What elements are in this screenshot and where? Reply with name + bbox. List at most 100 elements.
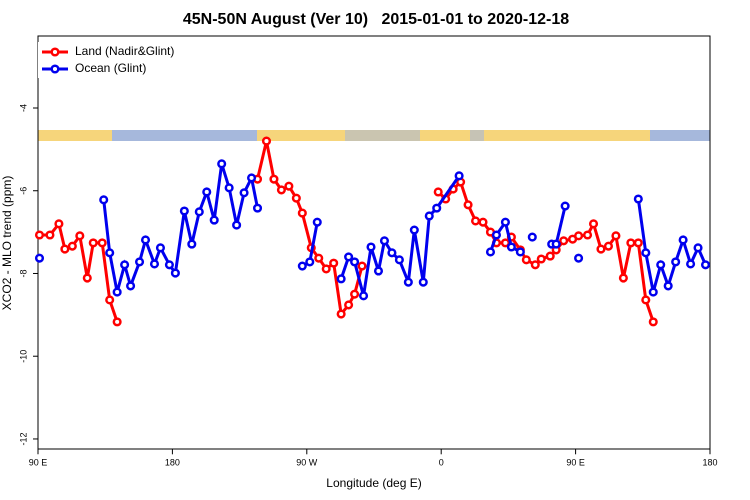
data-point xyxy=(284,181,294,191)
data-point xyxy=(34,230,45,240)
data-point xyxy=(603,241,614,251)
x-tick-label: 90 E xyxy=(29,458,48,468)
legend-label: Land (Nadir&Glint) xyxy=(75,44,174,58)
legend-marker xyxy=(50,64,60,74)
data-point xyxy=(582,230,593,240)
data-point xyxy=(500,238,510,248)
legend-marker xyxy=(50,47,60,57)
x-tick-label: 90 W xyxy=(296,458,318,468)
data-point xyxy=(500,217,510,227)
data-point xyxy=(312,217,322,227)
y-tick-label: -4 xyxy=(18,104,28,112)
data-point xyxy=(671,257,681,267)
data-point xyxy=(321,264,331,274)
data-point xyxy=(596,244,606,254)
data-point xyxy=(648,287,658,297)
data-point xyxy=(105,295,115,305)
y-tick-label: -10 xyxy=(18,350,28,363)
data-point xyxy=(246,173,257,183)
data-point xyxy=(663,281,673,291)
x-tick-label: 180 xyxy=(702,458,717,468)
legend-box xyxy=(38,42,188,78)
data-point xyxy=(559,236,569,246)
data-point xyxy=(418,277,428,287)
y-tick-label: -6 xyxy=(18,187,28,195)
data-point xyxy=(291,193,301,203)
data-point xyxy=(164,260,174,270)
data-point xyxy=(314,253,324,263)
x-tick-label: 180 xyxy=(165,458,180,468)
data-point xyxy=(155,243,166,253)
data-point xyxy=(126,281,136,291)
data-point xyxy=(530,260,540,270)
data-point xyxy=(463,200,473,210)
data-point xyxy=(269,174,279,184)
data-point xyxy=(34,253,45,263)
data-point xyxy=(470,216,481,226)
data-point xyxy=(387,248,397,258)
data-point xyxy=(433,187,443,197)
data-point xyxy=(700,260,711,270)
data-point xyxy=(261,136,272,146)
data-point xyxy=(394,255,404,265)
data-point xyxy=(97,238,107,248)
data-point xyxy=(521,255,531,265)
data-point xyxy=(358,291,369,301)
data-point xyxy=(329,258,339,268)
data-point xyxy=(633,194,643,204)
data-point xyxy=(239,188,249,198)
data-point xyxy=(54,219,64,229)
data-point xyxy=(611,231,621,241)
data-point xyxy=(656,260,666,270)
data-point xyxy=(686,259,696,269)
data-point xyxy=(648,317,658,327)
data-point xyxy=(574,231,584,241)
x-tick-label: 90 E xyxy=(566,458,585,468)
data-point xyxy=(112,287,122,297)
data-point xyxy=(209,215,219,225)
data-point xyxy=(536,254,546,264)
data-point xyxy=(232,220,242,230)
data-point xyxy=(574,253,584,263)
data-point xyxy=(344,300,354,310)
data-point xyxy=(403,277,413,287)
data-point xyxy=(194,207,204,217)
data-point xyxy=(641,248,651,258)
data-point xyxy=(179,206,189,216)
data-point xyxy=(82,273,92,283)
data-point xyxy=(373,266,384,276)
data-point xyxy=(626,238,636,248)
data-point xyxy=(105,248,115,258)
map-strip xyxy=(38,130,710,141)
data-point xyxy=(344,252,354,262)
y-tick-label: -12 xyxy=(18,432,28,445)
data-point xyxy=(506,242,516,252)
data-point xyxy=(202,187,212,197)
data-point xyxy=(336,309,346,319)
data-point xyxy=(297,208,307,218)
data-point xyxy=(357,261,367,271)
data-point xyxy=(551,239,561,249)
chart-title: 45N-50N August (Ver 10) 2015-01-01 to 20… xyxy=(183,11,569,28)
data-point xyxy=(424,211,434,221)
data-point xyxy=(515,247,525,257)
data-point xyxy=(140,235,151,245)
data-point xyxy=(305,257,315,267)
series-line xyxy=(39,140,655,323)
data-point xyxy=(170,268,180,278)
plot-frame xyxy=(37,35,711,450)
data-point xyxy=(297,261,307,271)
data-point xyxy=(454,171,464,181)
data-point xyxy=(366,242,376,252)
x-tick-label: 0 xyxy=(439,458,444,468)
x-axis-label: Longitude (deg E) xyxy=(326,476,421,490)
data-point xyxy=(149,259,160,269)
data-point xyxy=(75,231,85,241)
series-line xyxy=(102,163,707,297)
data-point xyxy=(641,295,651,305)
data-point xyxy=(693,243,703,253)
data-point xyxy=(478,217,488,227)
data-point xyxy=(187,239,197,249)
data-point xyxy=(276,185,286,195)
data-point xyxy=(67,241,77,251)
